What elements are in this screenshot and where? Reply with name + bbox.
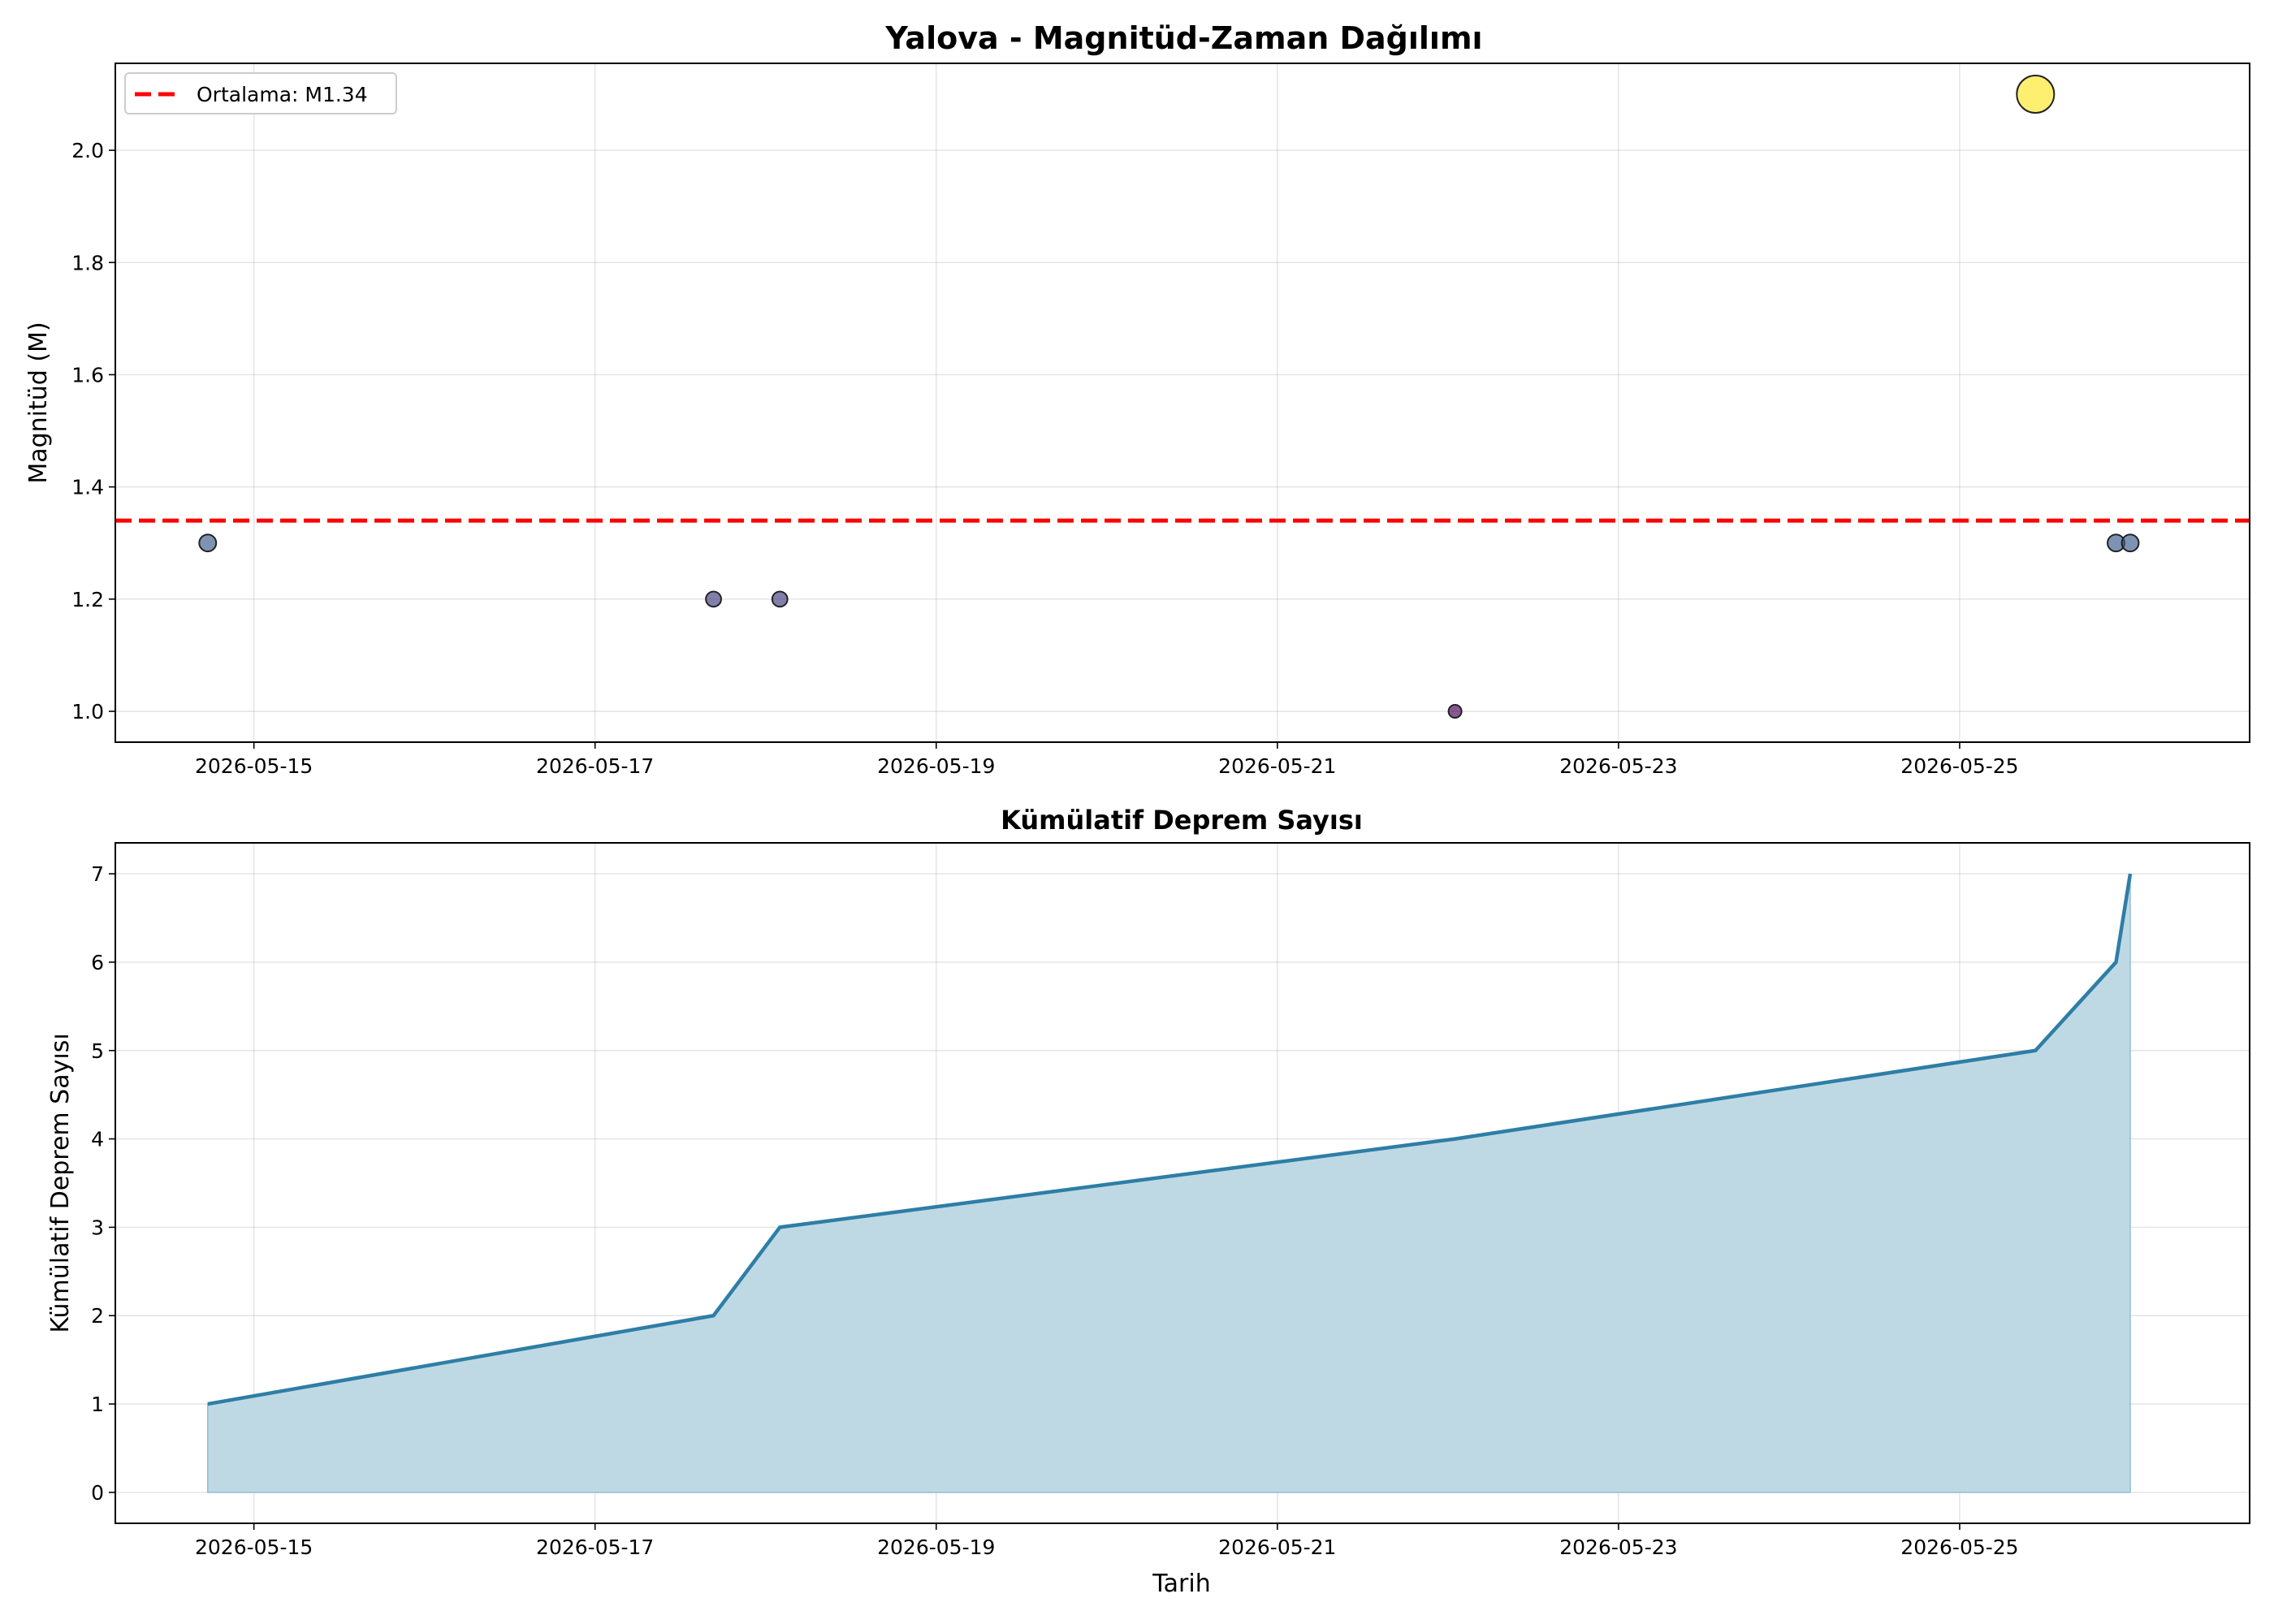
cumulative-count-panel: Kümülatif Deprem Sayısı 0 1 2 3 4 5 6 7 2026-05… (46, 805, 2250, 1598)
y-tick-label: 6 (91, 951, 104, 974)
y-tick-label: 1.0 (71, 700, 104, 723)
grid (115, 63, 2250, 742)
legend-label-mean: Ortalama: M1.34 (197, 83, 368, 106)
y-tick-label: 0 (91, 1481, 104, 1505)
chart-title: Yalova - Magnitüd-Zaman Dağılımı (884, 20, 1482, 56)
x-tick-label: 2026-05-19 (877, 754, 995, 778)
plot-frame (115, 842, 2250, 1524)
data-point (771, 590, 789, 608)
x-tick-label: 2026-05-23 (1559, 1535, 1677, 1559)
y-tick-label: 7 (91, 862, 104, 886)
y-axis-ticks: 1.0 1.2 1.4 1.6 1.8 2.0 (71, 139, 115, 723)
x-tick-label: 2026-05-17 (536, 1535, 654, 1559)
y-tick-label: 1.4 (71, 476, 104, 499)
data-point (2016, 75, 2056, 114)
cumulative-area-fill (207, 873, 2131, 1493)
x-axis-label: Tarih (1152, 1570, 1210, 1598)
y-axis-ticks: 0 1 2 3 4 5 6 7 (91, 862, 115, 1505)
y-tick-label: 2 (91, 1304, 104, 1328)
y-tick-label: 3 (91, 1216, 104, 1239)
y-axis-label: Kümülatif Deprem Sayısı (46, 1033, 75, 1332)
x-tick-label: 2026-05-25 (1900, 754, 2018, 778)
y-tick-label: 4 (91, 1128, 104, 1151)
x-tick-label: 2026-05-25 (1900, 1535, 2018, 1559)
chart-title: Kümülatif Deprem Sayısı (1001, 805, 1363, 836)
x-tick-label: 2026-05-21 (1218, 1535, 1336, 1559)
plot-frame (115, 63, 2250, 743)
x-tick-label: 2026-05-15 (195, 754, 313, 778)
x-axis-ticks: 2026-05-15 2026-05-17 2026-05-19 2026-05-21… (195, 1523, 2019, 1559)
y-tick-label: 1 (91, 1393, 104, 1416)
magnitude-time-panel: Yalova - Magnitüd-Zaman Dağılımı 1.01.21… (24, 20, 2250, 778)
y-tick-label: 1.6 (71, 363, 104, 387)
y-axis-label: Magnitüd (M) (24, 322, 53, 483)
legend: Ortalama: M1.34 (124, 72, 397, 114)
x-tick-label: 2026-05-23 (1559, 754, 1677, 778)
y-tick-label: 1.8 (71, 251, 104, 274)
x-axis-ticks: 2026-05-15 2026-05-17 2026-05-19 2026-05-21… (195, 742, 2019, 778)
data-point (2121, 533, 2140, 553)
cumulative-line (207, 873, 2133, 1406)
x-tick-label: 2026-05-21 (1218, 754, 1336, 778)
x-tick-label: 2026-05-17 (536, 754, 654, 778)
data-point (198, 533, 218, 553)
data-point (1447, 704, 1463, 719)
x-tick-label: 2026-05-19 (877, 1535, 995, 1559)
data-point (705, 590, 722, 608)
scatter-points (198, 75, 2140, 719)
y-tick-label: 1.2 (71, 588, 104, 611)
x-tick-label: 2026-05-15 (195, 1535, 313, 1559)
y-tick-label: 2.0 (71, 139, 104, 162)
y-tick-label: 5 (91, 1039, 104, 1063)
legend-box (124, 72, 397, 114)
